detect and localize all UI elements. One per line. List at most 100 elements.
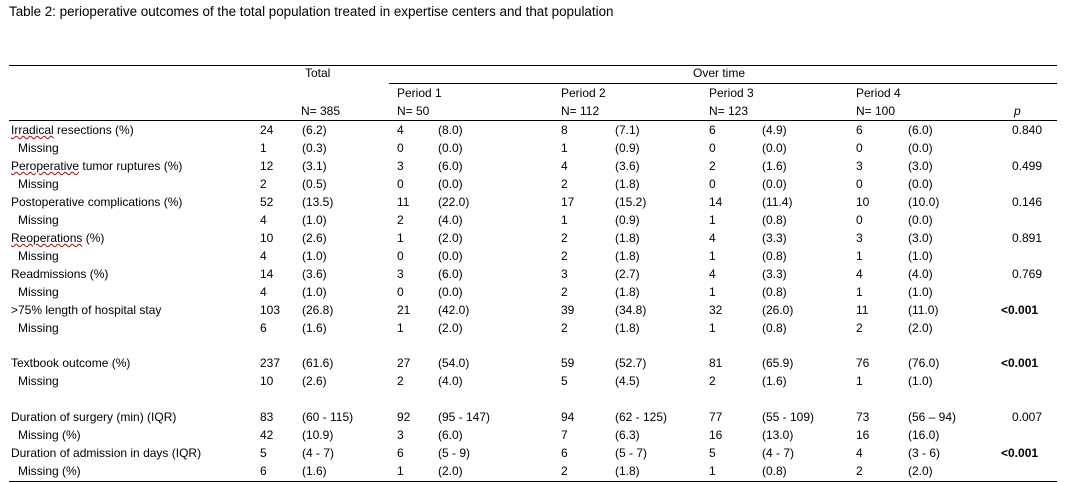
row-label: Duration of admission in days (IQR) <box>11 446 202 460</box>
bottom-rule <box>9 481 1057 482</box>
cell-p2-pct: (62 - 125) <box>615 410 668 424</box>
cell-p3-n: 1 <box>709 321 716 335</box>
row-label-missing: Missing (%) <box>18 464 81 478</box>
cell-p3-n: 2 <box>709 374 716 388</box>
cell-p1-n: 92 <box>397 410 411 424</box>
cell-p2-n: 2 <box>561 464 568 478</box>
spellcheck-underline: Reoperations <box>11 231 83 245</box>
cell-p3-pct: (1.6) <box>762 159 787 173</box>
cell-p1-pct: (0.0) <box>438 285 463 299</box>
cell-p4-n: 10 <box>856 195 870 209</box>
cell-p2-n: 2 <box>561 249 568 263</box>
cell-p2-pct: (0.9) <box>615 213 640 227</box>
table-caption: Table 2: perioperative outcomes of the t… <box>9 4 614 19</box>
cell-total-pct: (2.6) <box>302 231 327 245</box>
cell-p4-n: 1 <box>856 374 863 388</box>
cell-p4-n: 2 <box>856 321 863 335</box>
cell-p3-n: 1 <box>709 249 716 263</box>
cell-p4-pct: (0.0) <box>908 141 933 155</box>
cell-p2-n: 2 <box>561 321 568 335</box>
cell-p1-n: 4 <box>397 123 404 137</box>
header-total: Total <box>305 66 331 80</box>
cell-p2-pct: (34.8) <box>615 303 647 317</box>
cell-total-pct: (10.9) <box>302 428 334 442</box>
cell-total-pct: (1.0) <box>302 285 327 299</box>
cell-p4-n: 3 <box>856 231 863 245</box>
row-label: Duration of surgery (min) (IQR) <box>11 410 177 424</box>
cell-p1-pct: (2.0) <box>438 464 463 478</box>
cell-p3-pct: (13.0) <box>762 428 794 442</box>
cell-p2-n: 94 <box>561 410 575 424</box>
cell-p2-n: 2 <box>561 285 568 299</box>
cell-p4-n: 1 <box>856 285 863 299</box>
cell-total-pct: (61.6) <box>302 356 334 370</box>
cell-p4-n: 4 <box>856 267 863 281</box>
cell-p3-n: 6 <box>709 123 716 137</box>
header-p-value: p <box>1014 104 1021 118</box>
cell-p2-pct: (5 - 7) <box>615 446 648 460</box>
cell-p3-n: 1 <box>709 464 716 478</box>
cell-p3-n: 1 <box>709 213 716 227</box>
cell-p2-n: 2 <box>561 177 568 191</box>
header-period-1-n: N= 50 <box>397 104 430 118</box>
cell-p3-n: 16 <box>709 428 723 442</box>
cell-p1-pct: (6.0) <box>438 159 463 173</box>
cell-p4-pct: (1.0) <box>908 249 933 263</box>
cell-p4-n: 11 <box>856 303 869 317</box>
cell-total-n: 83 <box>260 410 274 424</box>
cell-p2-pct: (2.7) <box>615 267 640 281</box>
cell-p-value: <0.001 <box>1001 356 1039 370</box>
header-period-1: Period 1 <box>397 86 442 100</box>
cell-p4-pct: (1.0) <box>908 374 933 388</box>
cell-total-n: 52 <box>260 195 274 209</box>
header-total-n: N= 385 <box>301 104 341 118</box>
cell-p1-n: 1 <box>397 231 404 245</box>
cell-p-value: <0.001 <box>1001 303 1039 317</box>
header-period-4-n: N= 100 <box>856 104 896 118</box>
cell-p1-n: 2 <box>397 374 404 388</box>
cell-total-pct: (0.5) <box>302 177 327 191</box>
cell-p2-pct: (7.1) <box>615 123 640 137</box>
cell-p3-pct: (0.0) <box>762 141 787 155</box>
cell-p4-pct: (6.0) <box>908 123 933 137</box>
cell-total-n: 4 <box>260 213 267 227</box>
cell-p3-pct: (1.6) <box>762 374 787 388</box>
cell-p1-pct: (0.0) <box>438 177 463 191</box>
cell-p4-n: 73 <box>856 410 870 424</box>
cell-p3-n: 4 <box>709 231 716 245</box>
header-bottom-rule <box>9 120 1057 121</box>
cell-p1-pct: (42.0) <box>438 303 470 317</box>
cell-total-n: 103 <box>260 303 281 317</box>
cell-p4-pct: (4.0) <box>908 267 933 281</box>
cell-p3-n: 77 <box>709 410 723 424</box>
cell-total-pct: (13.5) <box>302 195 334 209</box>
cell-total-pct: (60 - 115) <box>302 410 354 424</box>
cell-p4-pct: (3 - 6) <box>908 446 941 460</box>
cell-p-value: <0.001 <box>1001 446 1039 460</box>
cell-p2-pct: (1.8) <box>615 177 640 191</box>
header-over-time: Over time <box>693 66 746 80</box>
cell-p1-n: 21 <box>397 303 411 317</box>
cell-p1-pct: (6.0) <box>438 267 463 281</box>
cell-p3-n: 14 <box>709 195 723 209</box>
cell-p2-n: 2 <box>561 231 568 245</box>
cell-p4-n: 3 <box>856 159 863 173</box>
header-period-2-n: N= 112 <box>561 104 600 118</box>
cell-p4-pct: (2.0) <box>908 321 933 335</box>
cell-p2-n: 1 <box>561 141 568 155</box>
cell-total-pct: (1.0) <box>302 213 327 227</box>
cell-p1-pct: (4.0) <box>438 374 463 388</box>
cell-p3-pct: (4.9) <box>762 123 787 137</box>
cell-total-pct: (6.2) <box>302 123 327 137</box>
cell-p2-pct: (1.8) <box>615 231 640 245</box>
cell-total-n: 6 <box>260 464 267 478</box>
cell-p1-n: 0 <box>397 177 404 191</box>
cell-p1-n: 0 <box>397 249 404 263</box>
cell-total-n: 10 <box>260 231 274 245</box>
cell-p4-n: 0 <box>856 141 863 155</box>
row-label-missing: Missing <box>18 213 59 227</box>
cell-total-pct: (4 - 7) <box>302 446 335 460</box>
cell-p-value: 0.146 <box>1012 195 1043 209</box>
cell-total-n: 6 <box>260 321 267 335</box>
